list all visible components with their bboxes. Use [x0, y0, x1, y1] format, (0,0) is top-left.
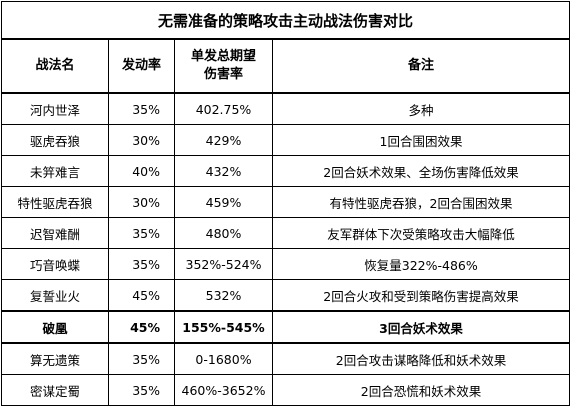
cell-trigger: 35%	[108, 342, 175, 375]
header-trigger: 发动率	[108, 38, 175, 94]
damage-comparison-table: 无需准备的策略攻击主动战法伤害对比 战法名 发动率 单发总期望 伤害率 备注 河…	[0, 1, 571, 406]
cell-damage: 0-1680%	[174, 342, 273, 375]
table-row: 破凰 45% 155%-545% 3回合妖术效果	[1, 310, 571, 344]
cell-trigger: 35%	[108, 374, 175, 406]
cell-note: 1回合围困效果	[271, 124, 571, 156]
cell-note: 恢复量322%-486%	[271, 248, 571, 280]
header-name: 战法名	[1, 38, 109, 94]
cell-name: 特性驱虎吞狼	[1, 186, 109, 218]
cell-trigger: 45%	[108, 279, 175, 312]
cell-trigger: 30%	[108, 186, 175, 218]
cell-note: 友军群体下次受策略攻击大幅降低	[271, 217, 571, 249]
cell-note: 2回合火攻和受到策略伤害提高效果	[271, 279, 571, 312]
cell-damage: 155%-545%	[174, 310, 273, 344]
cell-damage: 402.75%	[174, 92, 273, 125]
cell-damage: 480%	[174, 217, 273, 249]
cell-name: 复誓业火	[1, 279, 109, 312]
header-damage-line1: 单发总期望	[190, 49, 256, 64]
cell-note: 2回合攻击谋略降低和妖术效果	[271, 342, 571, 375]
cell-name: 未笄难言	[1, 155, 109, 187]
cell-damage: 459%	[174, 186, 273, 218]
table-row: 未笄难言 40% 432% 2回合妖术效果、全场伤害降低效果	[1, 155, 571, 187]
table-row: 迟智难酬 35% 480% 友军群体下次受策略攻击大幅降低	[1, 217, 571, 249]
cell-damage: 429%	[174, 124, 273, 156]
cell-note: 多种	[271, 92, 571, 125]
table-row: 特性驱虎吞狼 30% 459% 有特性驱虎吞狼，2回合围困效果	[1, 186, 571, 218]
cell-damage: 460%-3652%	[174, 374, 273, 406]
table-row: 巧音唤蝶 35% 352%-524% 恢复量322%-486%	[1, 248, 571, 280]
cell-trigger: 40%	[108, 155, 175, 187]
title-row: 无需准备的策略攻击主动战法伤害对比	[0, 1, 571, 40]
cell-name: 驱虎吞狼	[1, 124, 109, 156]
cell-name: 算无遗策	[1, 342, 109, 375]
table-row: 算无遗策 35% 0-1680% 2回合攻击谋略降低和妖术效果	[1, 342, 571, 375]
cell-note: 有特性驱虎吞狼，2回合围困效果	[271, 186, 571, 218]
cell-trigger: 45%	[108, 310, 175, 344]
cell-trigger: 35%	[108, 92, 175, 125]
cell-trigger: 30%	[108, 124, 175, 156]
cell-damage: 352%-524%	[174, 248, 273, 280]
header-damage-line2: 伤害率	[203, 67, 243, 82]
cell-damage: 532%	[174, 279, 273, 312]
table-row: 驱虎吞狼 30% 429% 1回合围困效果	[1, 124, 571, 156]
header-damage: 单发总期望 伤害率	[174, 38, 273, 94]
table-row: 密谋定蜀 35% 460%-3652% 2回合恐慌和妖术效果	[1, 374, 571, 406]
cell-name: 密谋定蜀	[1, 374, 109, 406]
cell-note: 2回合恐慌和妖术效果	[271, 374, 571, 406]
cell-name: 河内世泽	[1, 92, 109, 125]
cell-damage: 432%	[174, 155, 273, 187]
cell-name: 巧音唤蝶	[1, 248, 109, 280]
header-note: 备注	[271, 38, 571, 94]
cell-name: 迟智难酬	[1, 217, 109, 249]
table-row: 复誓业火 45% 532% 2回合火攻和受到策略伤害提高效果	[1, 279, 571, 312]
header-row: 战法名 发动率 单发总期望 伤害率 备注	[1, 38, 571, 94]
table-row: 河内世泽 35% 402.75% 多种	[1, 92, 571, 125]
table-title: 无需准备的策略攻击主动战法伤害对比	[0, 1, 571, 40]
cell-name: 破凰	[1, 310, 109, 344]
cell-trigger: 35%	[108, 248, 175, 280]
cell-note: 3回合妖术效果	[271, 310, 571, 344]
cell-note: 2回合妖术效果、全场伤害降低效果	[271, 155, 571, 187]
cell-trigger: 35%	[108, 217, 175, 249]
